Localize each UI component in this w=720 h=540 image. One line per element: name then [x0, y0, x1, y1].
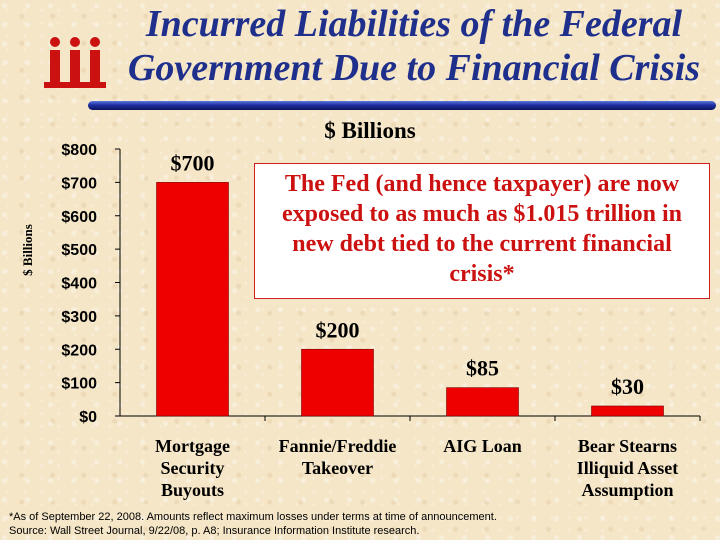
category-label-line: Illiquid Asset — [577, 458, 679, 478]
y-tick-label: $300 — [61, 309, 97, 326]
bar — [446, 387, 519, 417]
category-label: Fannie/Freddie Takeover — [279, 436, 397, 478]
footnote: *As of September 22, 2008. Amounts refle… — [9, 510, 714, 538]
data-label: $30 — [611, 374, 644, 399]
title-underline — [88, 101, 716, 110]
units-heading: $ Billions — [324, 118, 416, 143]
data-label: $85 — [466, 356, 499, 381]
y-tick-label: $700 — [61, 175, 97, 192]
bar — [591, 405, 664, 417]
footnote-line-2: Source: Wall Street Journal, 9/22/08, p.… — [9, 525, 420, 537]
callout-box: The Fed (and hence taxpayer) are now exp… — [254, 163, 710, 299]
y-tick-label: $100 — [61, 376, 97, 393]
y-tick-label: $500 — [61, 242, 97, 259]
category-label-line: Assumption — [581, 480, 673, 500]
category-label-line: Takeover — [302, 458, 373, 478]
y-tick-label: $400 — [61, 276, 97, 293]
page-title: Incurred Liabilities of the Federal Gove… — [108, 2, 720, 90]
title-line-1: Incurred Liabilities of the Federal — [145, 3, 683, 45]
data-label: $200 — [316, 317, 360, 342]
y-tick-label: $800 — [61, 142, 97, 159]
footnote-line-1: *As of September 22, 2008. Amounts refle… — [9, 511, 497, 523]
category-label-line: Bear Stearns — [578, 436, 677, 456]
title-line-2: Government Due to Financial Crisis — [127, 47, 701, 89]
y-tick-label: $200 — [61, 342, 97, 359]
bar — [156, 182, 229, 417]
category-label-line: Mortgage — [155, 436, 230, 456]
category-label-line: AIG Loan — [443, 436, 522, 456]
category-label-line: Buyouts — [161, 480, 224, 500]
category-label: Mortgage Security Buyouts — [155, 436, 230, 500]
category-label-line: Security — [161, 458, 225, 478]
iii-logo-icon — [44, 37, 106, 88]
y-tick-label: $0 — [79, 409, 97, 426]
callout-text: The Fed (and hence taxpayer) are now exp… — [281, 171, 683, 287]
bar — [301, 348, 374, 417]
y-tick-label: $600 — [61, 209, 97, 226]
category-label: Bear Stearns Illiquid Asset Assumption — [577, 436, 679, 500]
category-label-line: Fannie/Freddie — [279, 436, 397, 456]
data-label: $700 — [171, 150, 215, 175]
category-label: AIG Loan — [443, 436, 522, 456]
